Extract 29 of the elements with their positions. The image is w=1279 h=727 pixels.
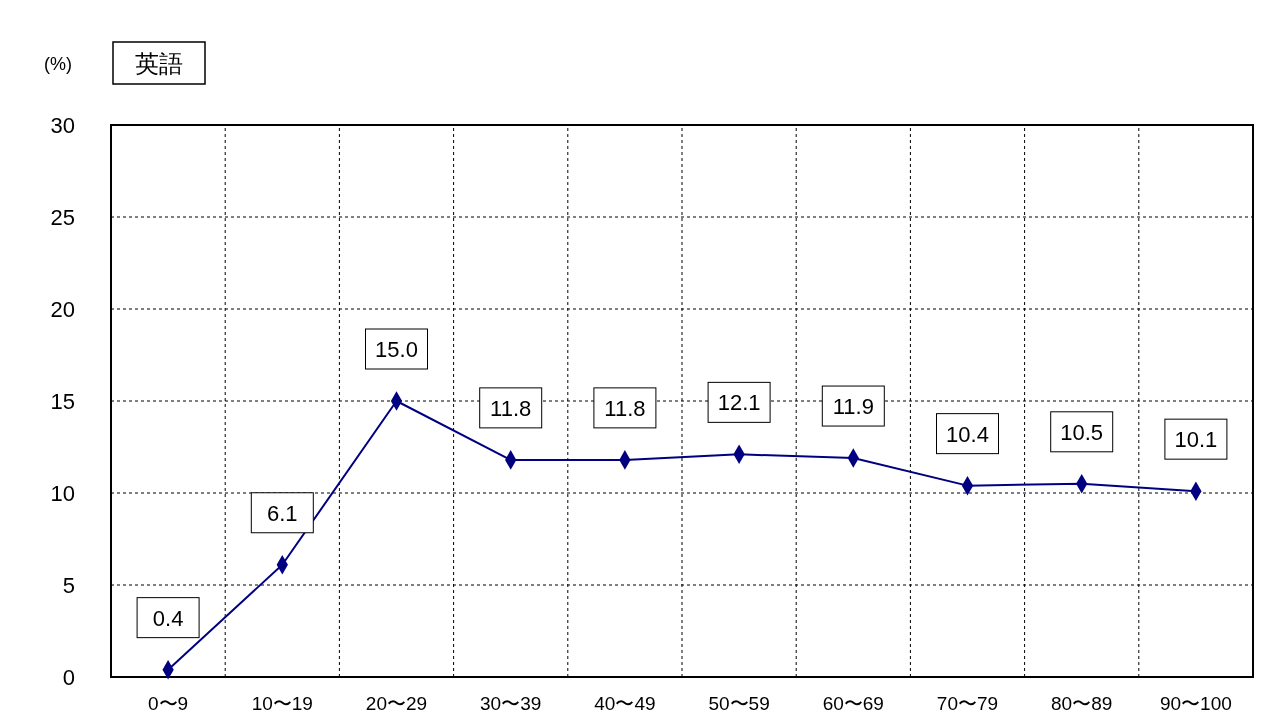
y-tick-label: 15 bbox=[50, 389, 75, 414]
x-tick-label: 70〜79 bbox=[936, 693, 999, 714]
x-tick-label: 50〜59 bbox=[708, 693, 770, 714]
y-tick-label: 0 bbox=[62, 665, 75, 690]
y-tick-label: 10 bbox=[50, 481, 75, 506]
x-tick-label: 0〜9 bbox=[148, 693, 189, 714]
data-label: 10.1 bbox=[1174, 427, 1218, 453]
y-tick-label: 25 bbox=[50, 205, 75, 230]
x-tick-label: 30〜39 bbox=[480, 693, 542, 714]
data-label: 10.5 bbox=[1060, 419, 1104, 445]
data-label: 11.8 bbox=[604, 395, 646, 421]
data-label: 6.1 bbox=[267, 500, 298, 526]
y-axis-title: (%) bbox=[44, 54, 72, 74]
x-tick-label: 20〜29 bbox=[365, 693, 428, 714]
data-label: 12.1 bbox=[717, 390, 761, 416]
x-tick-label: 10〜19 bbox=[251, 693, 313, 714]
data-label: 10.4 bbox=[946, 421, 989, 447]
data-label: 0.4 bbox=[152, 605, 184, 631]
data-label: 15.0 bbox=[375, 337, 418, 362]
chart-title: 英語 bbox=[135, 50, 183, 78]
y-tick-label: 20 bbox=[50, 297, 75, 322]
data-label: 11.9 bbox=[832, 394, 874, 420]
x-tick-label: 40〜49 bbox=[594, 693, 656, 714]
x-tick-label: 60〜69 bbox=[822, 693, 884, 714]
x-tick-label: 90〜100 bbox=[1159, 693, 1232, 714]
data-label: 11.8 bbox=[490, 395, 532, 421]
y-tick-label: 5 bbox=[62, 573, 75, 598]
x-tick-label: 80〜89 bbox=[1051, 693, 1113, 714]
y-tick-label: 30 bbox=[50, 113, 75, 138]
